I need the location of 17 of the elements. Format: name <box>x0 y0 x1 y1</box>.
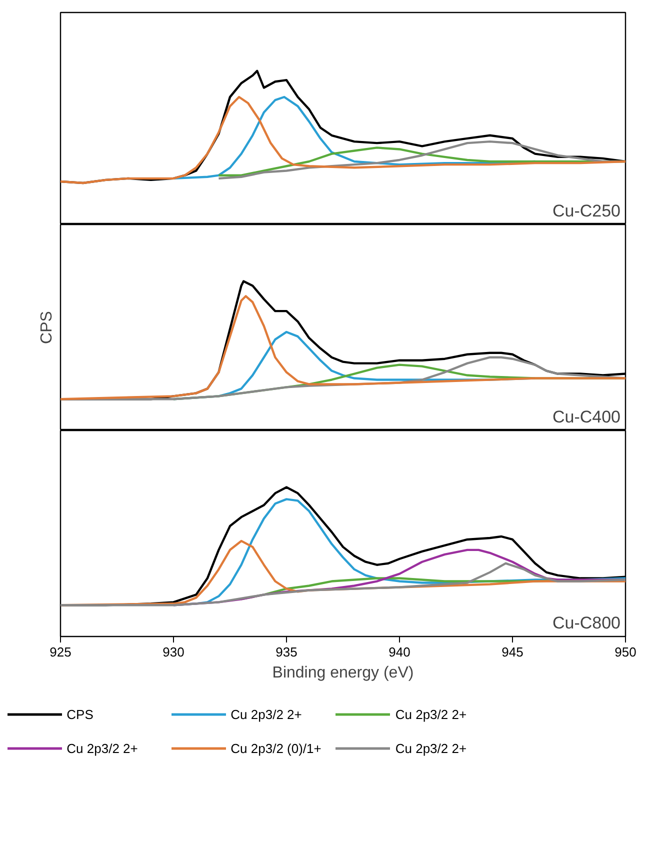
x-axis-title: Binding energy (eV) <box>272 664 414 682</box>
annotation: Cu-C400 <box>552 408 621 426</box>
annotation: Cu-C800 <box>552 614 621 632</box>
annotation: Cu-C250 <box>552 202 621 220</box>
legend-label: Cu 2p3/2 2+ <box>66 740 139 756</box>
legend-label: Cu 2p3/2 2+ <box>230 706 303 722</box>
x-tick-label: 950 <box>614 644 636 660</box>
x-tick-label: 945 <box>502 644 524 660</box>
legend-label: Cu 2p3/2 2+ <box>395 706 468 722</box>
legend-label: Cu 2p3/2 2+ <box>395 740 468 756</box>
y-axis-title: CPS <box>38 311 56 344</box>
legend-label: Cu 2p3/2 (0)/1+ <box>230 740 322 756</box>
x-tick-label: 925 <box>50 644 72 660</box>
x-tick-label: 930 <box>162 644 184 660</box>
legend-label: CPS <box>66 706 94 722</box>
x-tick-label: 940 <box>388 644 410 660</box>
x-tick-label: 935 <box>276 644 298 660</box>
